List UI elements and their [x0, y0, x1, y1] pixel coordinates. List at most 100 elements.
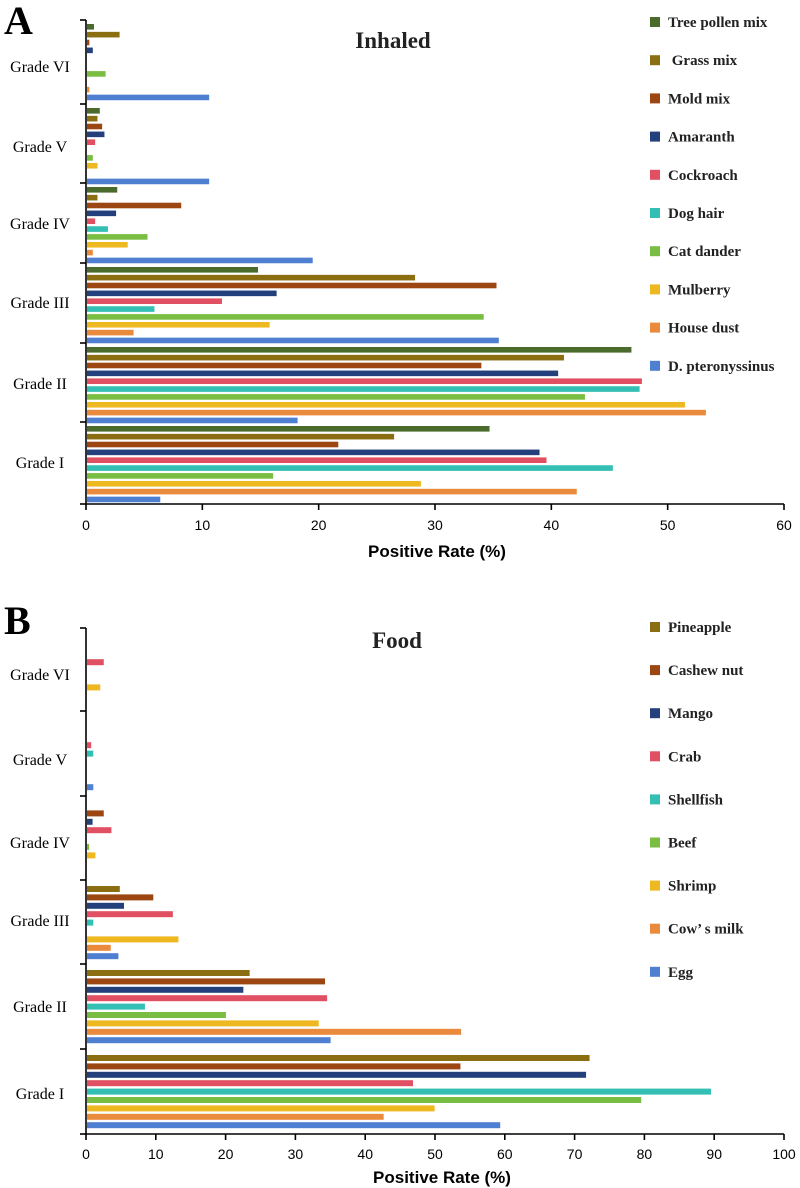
- panel-b-bar-grade-i-crab: [87, 1080, 413, 1087]
- panel-a-bar-grade-i-house-dust: [87, 488, 577, 495]
- panel-b-bar-grade-ii-shellfish: [87, 1003, 145, 1010]
- panel-a-x-tick-label: 60: [776, 517, 792, 533]
- panel-a-bar-grade-iv-grass-mix: [87, 194, 98, 201]
- panel-b-bar-grade-ii-egg: [87, 1037, 331, 1044]
- panel-a-bar-grade-iii-cockroach: [87, 298, 222, 304]
- panel-a-x-tick-label: 30: [427, 517, 443, 533]
- panel-b-bar-grade-iv-shrimp: [87, 852, 96, 859]
- panel-a-bar-grade-i-cat-dander: [87, 473, 274, 479]
- panel-b-legend-label-cow-s-milk: Cow’ s milk: [668, 922, 744, 938]
- panel-b-bar-grade-iv-cashew-nut: [87, 810, 104, 817]
- panel-b-title: Food: [372, 628, 422, 653]
- panel-a-bar-grade-ii-amaranth: [87, 370, 559, 377]
- panel-a-x-tick-label: 20: [311, 517, 327, 533]
- panel-b-bar-grade-i-cow-s-milk: [87, 1113, 384, 1120]
- panel-a-bar-grade-iii-amaranth: [87, 290, 277, 297]
- panel-a-bar-grade-iii-dog-hair: [87, 306, 155, 312]
- panel-b-x-tick-label: 80: [637, 1146, 653, 1162]
- panel-b-bar-grade-vi-crab: [87, 659, 104, 666]
- panel-a-bar-grade-iv-d-pteronyssinus: [87, 257, 313, 264]
- panel-b-bar-grade-ii-cow-s-milk: [87, 1028, 462, 1035]
- panel-b-bar-grade-ii-mango: [87, 986, 244, 993]
- panel-b-bar-grade-ii-beef: [87, 1012, 226, 1018]
- panel-a-bar-grade-iv-amaranth: [87, 210, 117, 217]
- panel-b-bar-grade-iii-shellfish: [87, 919, 94, 926]
- panel-a-bar-grade-vi-amaranth: [87, 47, 93, 54]
- panel-a-bar-grade-iv-tree-pollen-mix: [87, 187, 118, 193]
- panel-a-x-axis-title: Positive Rate (%): [368, 542, 506, 561]
- panel-a-bar-grade-v-cockroach: [87, 139, 96, 145]
- panel-a-bar-grade-i-grass-mix: [87, 433, 395, 440]
- panel-b-legend-swatch-cashew-nut: [650, 665, 660, 676]
- panel-b-bar-grade-v-shellfish: [87, 750, 94, 757]
- panel-a-bar-grade-i-cockroach: [87, 457, 547, 463]
- panel-a-bar-grade-iii-grass-mix: [87, 274, 416, 281]
- panel-b-legend-swatch-egg: [650, 966, 660, 977]
- panel-b-bar-grade-ii-pineapple: [87, 970, 250, 976]
- panel-a-legend-label-mold-mix: Mold mix: [668, 91, 731, 107]
- panel-b-category-label-grade-i: Grade I: [16, 1086, 64, 1103]
- panel-b-bar-grade-vi-shrimp: [87, 684, 101, 691]
- panel-a-legend-label-mulberry: Mulberry: [668, 282, 731, 298]
- panel-b-legend-label-crab: Crab: [668, 749, 701, 765]
- panel-b-legend-label-shrimp: Shrimp: [668, 879, 716, 895]
- panel-b-bar-grade-iii-cow-s-milk: [87, 944, 111, 951]
- panel-b-bar-grade-iii-pineapple: [87, 886, 120, 892]
- panel-a-legend-label-d-pteronyssinus: D. pteronyssinus: [668, 359, 775, 375]
- panel-a-bar-grade-i-d-pteronyssinus: [87, 496, 161, 503]
- panel-a-legend-swatch-amaranth: [650, 131, 660, 142]
- panel-a-category-label-grade-v: Grade V: [13, 139, 68, 156]
- panel-a-legend-swatch-grass-mix: [650, 55, 660, 66]
- panel-b-bar-grade-iii-crab: [87, 911, 173, 918]
- panel-a-bar-grade-i-amaranth: [87, 449, 540, 456]
- panel-a-bar-grade-ii-tree-pollen-mix: [87, 347, 632, 353]
- panel-b-x-tick-label: 0: [82, 1146, 90, 1162]
- panel-a-bar-grade-iv-dog-hair: [87, 226, 108, 232]
- panel-b-x-tick-label: 100: [772, 1146, 796, 1162]
- panel-b-legend-label-shellfish: Shellfish: [668, 792, 724, 808]
- panel-a-inhaled-chart: A Inhaled Grade I Grade II Grade III Grade IV…: [4, 0, 792, 561]
- panel-b-letter: B: [4, 598, 31, 643]
- panel-a-legend-label-grass-mix: Grass mix: [668, 53, 738, 69]
- panel-a-bar-grade-v-amaranth: [87, 131, 105, 138]
- panel-a-bar-grade-iv-mulberry: [87, 241, 128, 248]
- panel-b-x-tick-label: 50: [427, 1146, 443, 1162]
- panel-b-legend-label-cashew-nut: Cashew nut: [668, 663, 743, 679]
- panel-a-bar-grade-ii-house-dust: [87, 409, 706, 416]
- panel-b-bar-grade-ii-crab: [87, 995, 328, 1002]
- panel-a-bar-grade-iv-cat-dander: [87, 234, 148, 240]
- panel-a-bar-grade-ii-mold-mix: [87, 362, 482, 369]
- panel-b-legend-label-beef: Beef: [668, 836, 697, 852]
- panel-a-legend-swatch-mulberry: [650, 284, 660, 295]
- panel-a-legend-swatch-d-pteronyssinus: [650, 360, 660, 371]
- panel-b-legend-swatch-beef: [650, 837, 660, 848]
- panel-a-category-label-grade-vi: Grade VI: [10, 59, 70, 76]
- panel-b-category-label-grade-ii: Grade II: [13, 999, 67, 1016]
- panel-b-bar-grade-i-shrimp: [87, 1105, 435, 1112]
- panel-a-bar-grade-iv-mold-mix: [87, 202, 182, 209]
- panel-b-legend-swatch-shrimp: [650, 880, 660, 891]
- panel-b-bar-grade-v-egg: [87, 784, 94, 791]
- panel-a-legend-label-cockroach: Cockroach: [668, 168, 738, 184]
- panel-a-title: Inhaled: [355, 28, 431, 53]
- panel-a-bar-grade-i-mulberry: [87, 480, 421, 487]
- panel-a-bar-grade-iii-house-dust: [87, 329, 134, 336]
- panel-a-x-tick-label: 10: [195, 517, 211, 533]
- panel-a-legend-swatch-cockroach: [650, 169, 660, 180]
- panel-b-x-tick-label: 30: [288, 1146, 304, 1162]
- panel-a-bar-grade-iii-d-pteronyssinus: [87, 337, 499, 344]
- panel-b-bar-grade-i-cashew-nut: [87, 1063, 461, 1070]
- panel-b-bar-grade-iii-mango: [87, 902, 124, 909]
- panel-a-bar-grade-iii-cat-dander: [87, 314, 484, 320]
- panel-b-x-tick-label: 40: [357, 1146, 373, 1162]
- panel-b-bar-grade-iv-mango: [87, 818, 93, 825]
- panel-a-bar-grade-iii-tree-pollen-mix: [87, 267, 259, 273]
- panel-a-bar-grade-iii-mold-mix: [87, 282, 497, 289]
- panel-b-legend-swatch-shellfish: [650, 794, 660, 805]
- panel-b-legend-label-pineapple: Pineapple: [668, 620, 732, 636]
- panel-b-legend-swatch-crab: [650, 751, 660, 762]
- panel-a-bar-grade-vi-grass-mix: [87, 31, 120, 38]
- panel-a-bar-grade-iii-mulberry: [87, 321, 270, 328]
- panel-a-bar-grade-vi-mold-mix: [87, 39, 90, 46]
- panel-a-legend-label-dog-hair: Dog hair: [668, 206, 725, 222]
